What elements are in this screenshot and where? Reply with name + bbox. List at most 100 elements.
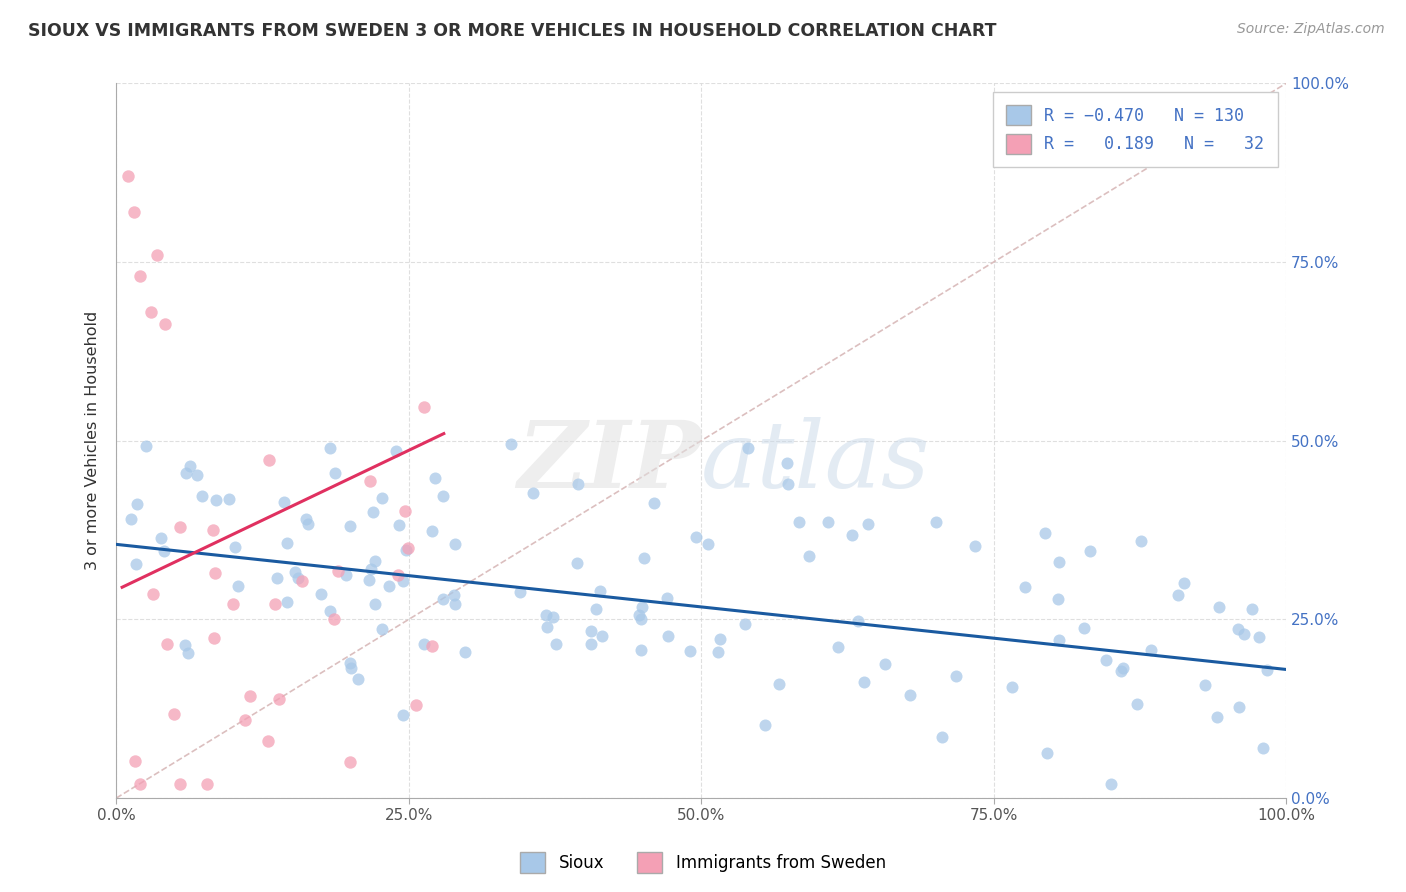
Point — [125, 558, 148, 572]
Point — [273, 494, 295, 508]
Point — [371, 491, 394, 505]
Point — [204, 493, 226, 508]
Point — [141, 305, 163, 319]
Point — [122, 205, 145, 219]
Point — [1047, 592, 1070, 607]
Point — [585, 602, 607, 616]
Point — [423, 470, 446, 484]
Point — [297, 516, 319, 531]
Point — [1208, 599, 1230, 614]
Point — [413, 400, 436, 414]
Point — [1139, 643, 1161, 657]
Point — [432, 592, 454, 607]
Point — [204, 566, 226, 580]
Point — [1049, 633, 1071, 648]
Point — [360, 561, 382, 575]
Point — [1247, 631, 1270, 645]
Point — [565, 556, 588, 570]
Point — [1167, 588, 1189, 602]
Point — [202, 523, 225, 537]
Point — [536, 620, 558, 634]
Point — [541, 609, 564, 624]
Point — [1233, 626, 1256, 640]
Point — [685, 529, 707, 543]
Point — [156, 637, 179, 651]
Point — [405, 698, 427, 713]
Point — [797, 549, 820, 563]
Point — [224, 541, 246, 555]
Point — [391, 574, 413, 588]
Point — [388, 517, 411, 532]
Point — [287, 571, 309, 585]
Point — [1112, 661, 1135, 675]
Point — [444, 537, 467, 551]
Point — [817, 515, 839, 529]
Point — [284, 565, 307, 579]
Point — [177, 647, 200, 661]
Point — [359, 474, 381, 488]
Point — [643, 496, 665, 510]
Point — [120, 512, 142, 526]
Point — [202, 631, 225, 645]
Point — [117, 169, 139, 184]
Point — [657, 629, 679, 643]
Point — [1227, 622, 1250, 636]
Point — [734, 616, 756, 631]
Point — [385, 444, 408, 458]
Point — [169, 520, 191, 534]
Point — [363, 505, 385, 519]
Point — [898, 688, 921, 702]
Point — [579, 637, 602, 651]
Point — [1129, 534, 1152, 549]
Point — [124, 754, 146, 768]
Point — [191, 489, 214, 503]
Point — [631, 600, 654, 615]
Point — [965, 539, 987, 553]
Point — [364, 554, 387, 568]
Point — [873, 657, 896, 671]
Text: atlas: atlas — [702, 417, 931, 508]
Point — [627, 608, 650, 623]
Y-axis label: 3 or more Vehicles in Household: 3 or more Vehicles in Household — [86, 311, 100, 570]
Point — [536, 608, 558, 623]
Point — [195, 777, 218, 791]
Point — [266, 570, 288, 584]
Point — [630, 643, 652, 657]
Point — [135, 439, 157, 453]
Point — [233, 714, 256, 728]
Point — [174, 466, 197, 480]
Point — [335, 568, 357, 582]
Point — [1036, 746, 1059, 760]
Point — [269, 691, 291, 706]
Point — [945, 669, 967, 683]
Point — [432, 489, 454, 503]
Point — [1194, 678, 1216, 692]
Point — [125, 497, 148, 511]
Point — [707, 645, 730, 659]
Point — [655, 591, 678, 605]
Point — [239, 689, 262, 703]
Point — [588, 584, 610, 599]
Point — [377, 579, 399, 593]
Point — [420, 639, 443, 653]
Point — [1073, 621, 1095, 635]
Point — [443, 588, 465, 602]
Point — [322, 612, 344, 626]
Point — [827, 640, 849, 654]
Point — [1173, 575, 1195, 590]
Point — [567, 476, 589, 491]
Point — [339, 656, 361, 670]
Point — [412, 636, 434, 650]
Point — [420, 524, 443, 539]
Point — [146, 248, 169, 262]
Point — [394, 543, 416, 558]
Point — [1035, 525, 1057, 540]
Point — [276, 594, 298, 608]
Point — [581, 624, 603, 639]
Point — [787, 516, 810, 530]
Point — [257, 734, 280, 748]
Point — [1251, 741, 1274, 756]
Point — [544, 637, 567, 651]
Point — [391, 707, 413, 722]
Point — [323, 466, 346, 480]
